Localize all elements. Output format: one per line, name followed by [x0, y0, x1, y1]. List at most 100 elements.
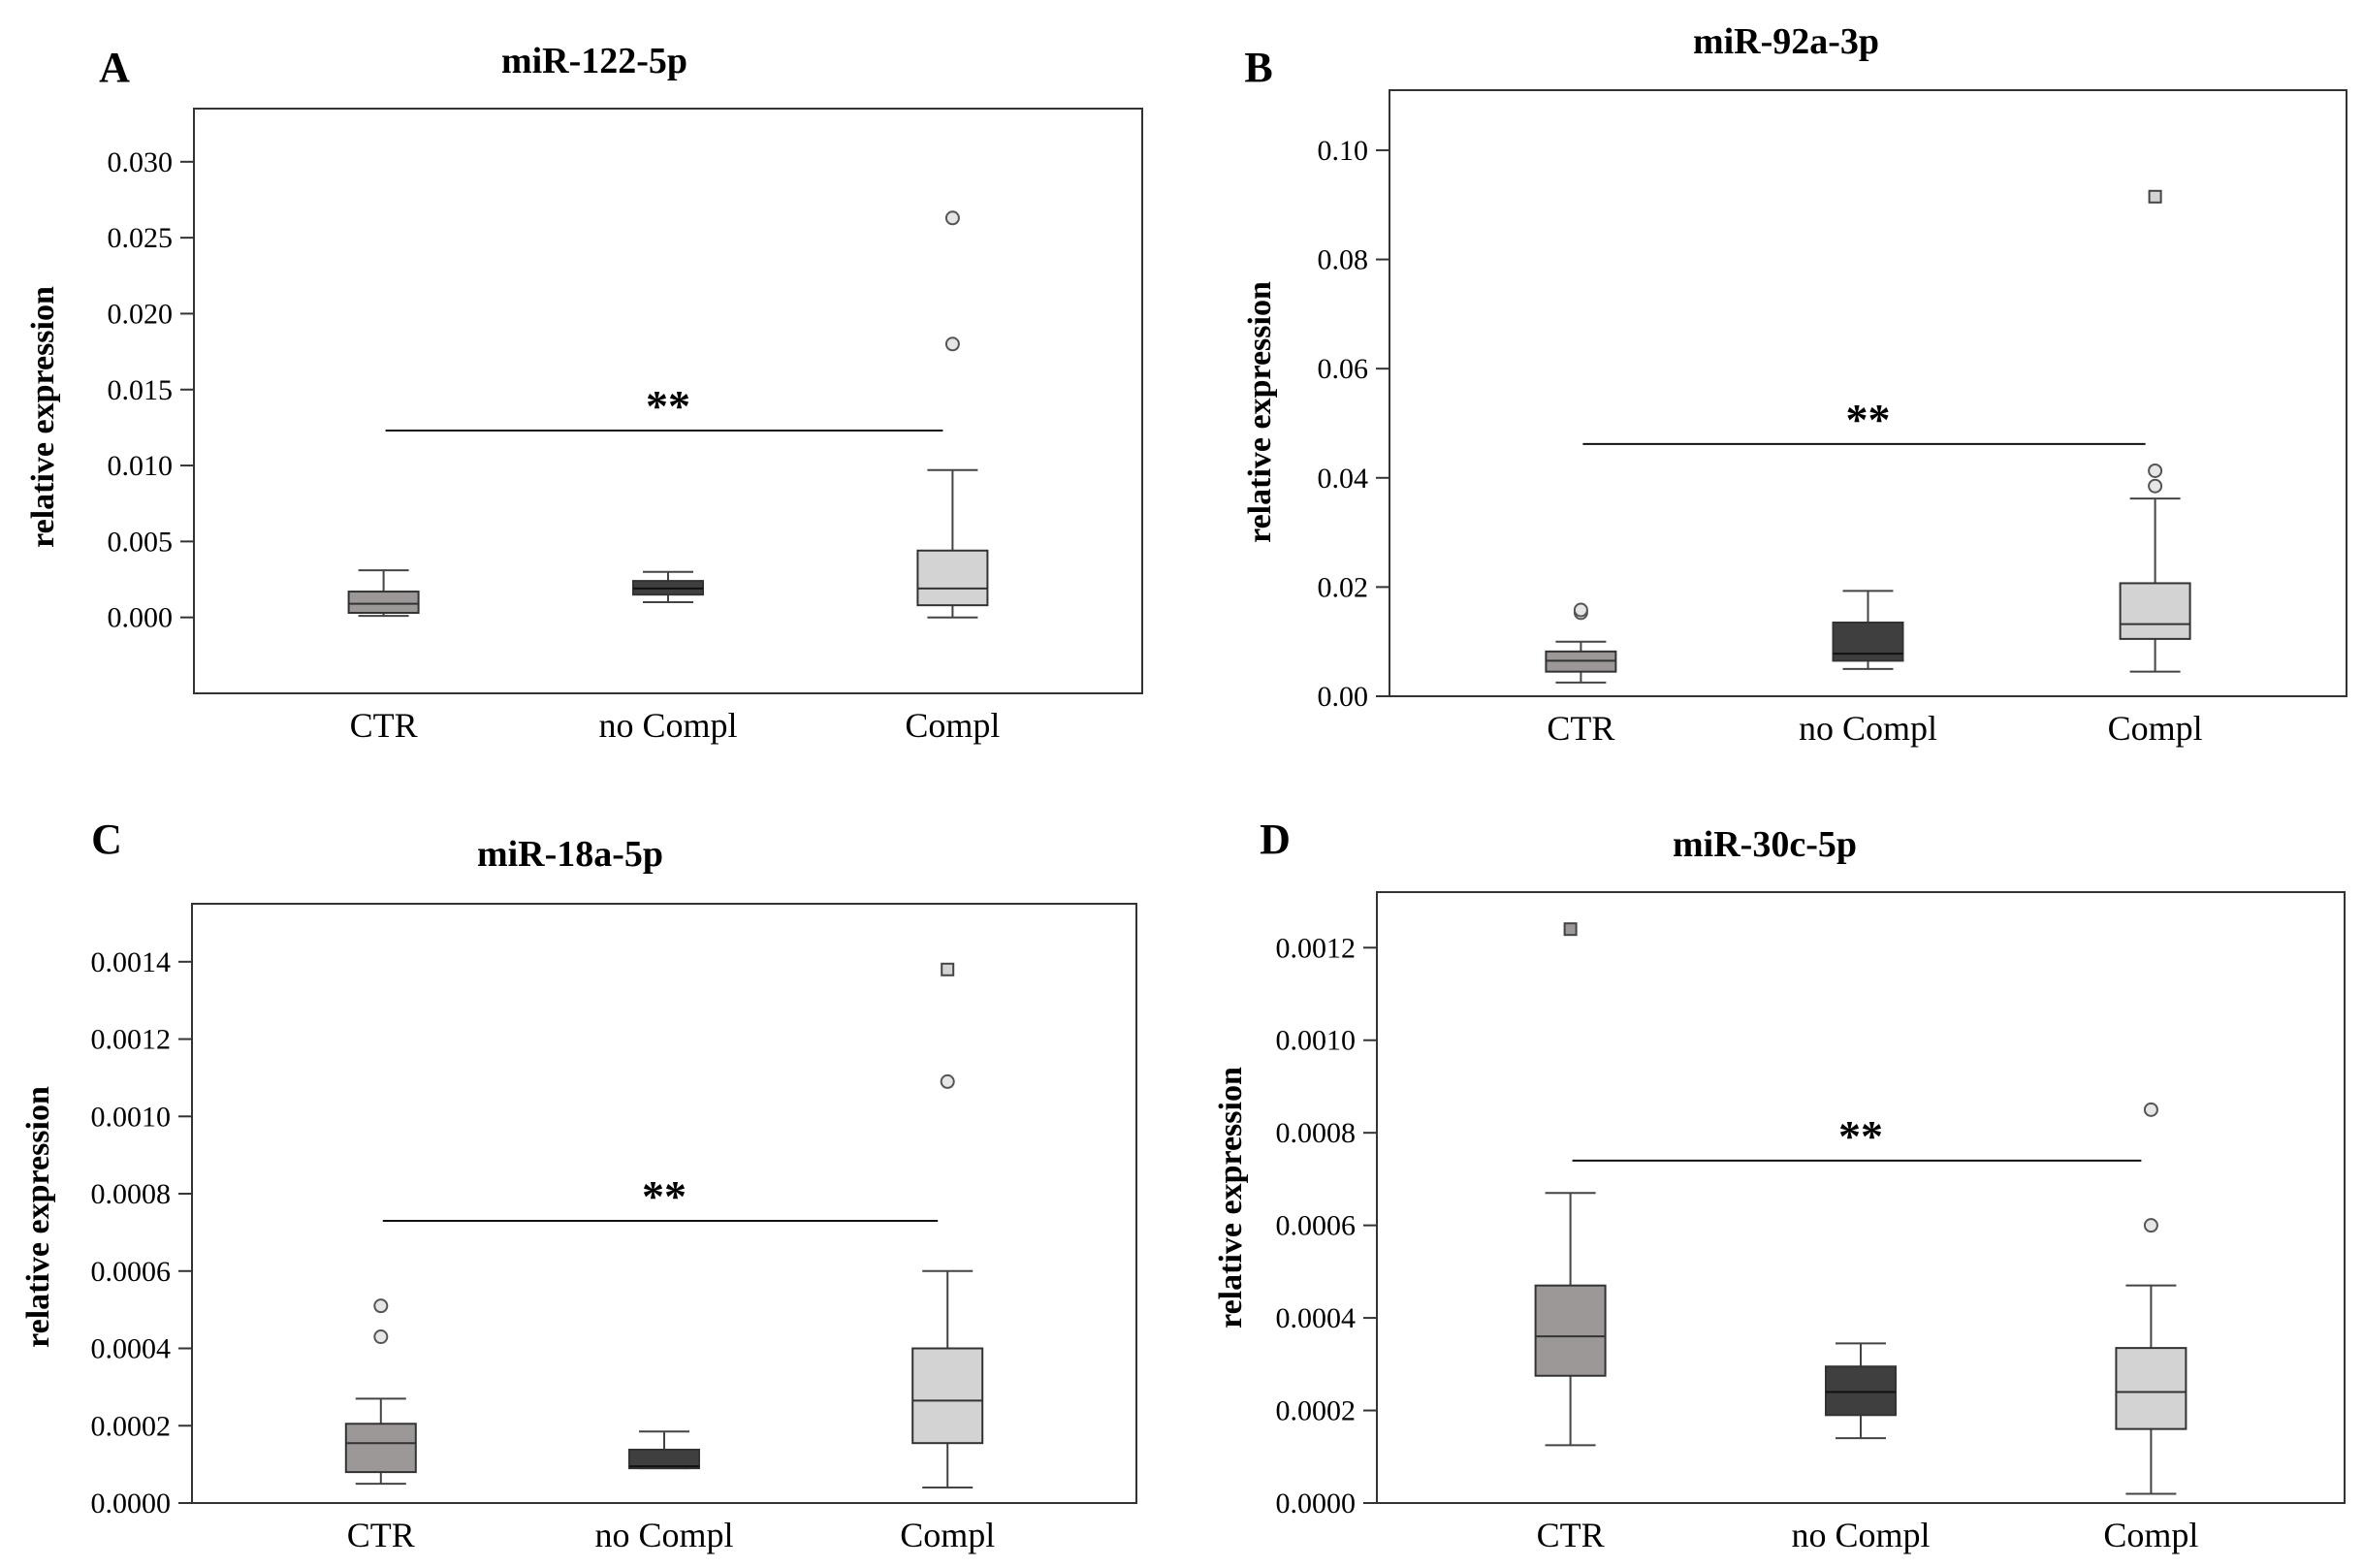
y-axis-label: relative expression — [20, 1086, 56, 1348]
box-iqr — [344, 1423, 417, 1474]
significance-label: ** — [646, 381, 690, 431]
panel-letter: D — [1260, 816, 1291, 863]
plot-frame — [1376, 891, 2346, 1504]
y-tick-label: 0.0008 — [1276, 1117, 1357, 1149]
plot-frame — [191, 903, 1137, 1504]
box-no-compl — [632, 570, 704, 604]
outlier-square — [1563, 922, 1578, 937]
x-category-label: CTR — [1547, 709, 1614, 748]
outlier-circle — [940, 1073, 955, 1089]
box-iqr — [911, 1347, 984, 1445]
box-iqr — [1832, 621, 1904, 662]
panel-letter: A — [99, 44, 130, 91]
y-tick-label: 0.0002 — [1276, 1395, 1357, 1427]
y-tick-label: 0.0000 — [1276, 1488, 1357, 1520]
outlier-circle — [373, 1329, 389, 1345]
box-ctr — [1545, 602, 1617, 684]
y-tick-label: 0.10 — [1318, 135, 1369, 167]
outlier-circle — [944, 336, 960, 352]
box-iqr — [2119, 582, 2191, 640]
y-axis-label: relative expression — [1242, 281, 1278, 543]
box-ctr — [1534, 922, 1607, 1447]
y-tick-label: 0.000 — [108, 602, 174, 634]
chart-title: miR-92a-3p — [1693, 21, 1879, 62]
box-no-compl — [1832, 590, 1904, 670]
box-iqr — [347, 591, 420, 614]
y-tick-label: 0.0006 — [1276, 1210, 1357, 1242]
panel-letter: B — [1244, 44, 1272, 91]
outlier-circle — [2148, 478, 2163, 494]
y-tick-label: 0.0010 — [1276, 1025, 1357, 1057]
y-tick-label: 0.0004 — [91, 1333, 172, 1365]
x-category-label: no Compl — [1791, 1516, 1930, 1554]
outlier-circle — [944, 210, 960, 226]
significance-label: ** — [1838, 1111, 1883, 1161]
box-compl — [2115, 1102, 2187, 1495]
x-category-label: no Compl — [598, 706, 737, 745]
outlier-circle — [2143, 1102, 2158, 1117]
x-category-label: no Compl — [1799, 709, 1937, 748]
x-category-label: CTR — [347, 1516, 415, 1554]
y-tick-label: 0.06 — [1318, 353, 1369, 385]
box-iqr — [2115, 1347, 2187, 1430]
y-tick-label: 0.0000 — [91, 1488, 172, 1520]
y-tick-label: 0.0014 — [91, 946, 172, 978]
box-iqr — [1825, 1365, 1897, 1417]
y-tick-label: 0.005 — [108, 526, 174, 558]
chart-title: miR-122-5p — [501, 41, 687, 81]
y-tick-label: 0.08 — [1318, 244, 1369, 276]
y-tick-label: 0.0012 — [1276, 932, 1357, 964]
outlier-square — [941, 962, 955, 976]
significance-label: ** — [642, 1171, 687, 1221]
y-tick-label: 0.00 — [1318, 681, 1369, 713]
box-compl — [916, 210, 989, 619]
chart-title: miR-18a-5p — [477, 834, 663, 875]
box-iqr — [916, 549, 989, 607]
y-tick-label: 0.010 — [108, 450, 174, 482]
x-category-label: Compl — [905, 706, 1000, 745]
x-category-label: no Compl — [594, 1516, 733, 1554]
y-tick-label: 0.0006 — [91, 1256, 172, 1288]
box-compl — [2119, 189, 2191, 673]
outlier-circle — [2148, 463, 2163, 478]
x-category-label: Compl — [2103, 1516, 2198, 1554]
box-ctr — [347, 569, 420, 618]
x-category-label: Compl — [2108, 709, 2203, 748]
y-tick-label: 0.0008 — [91, 1178, 172, 1210]
outlier-circle — [373, 1298, 389, 1314]
plot-frame — [193, 108, 1143, 694]
outlier-square — [2148, 189, 2162, 204]
x-category-label: CTR — [1537, 1516, 1605, 1554]
chart-title: miR-30c-5p — [1673, 824, 1857, 865]
box-no-compl — [628, 1430, 700, 1470]
y-tick-label: 0.04 — [1318, 463, 1369, 495]
y-tick-label: 0.02 — [1318, 571, 1369, 603]
box-compl — [911, 962, 984, 1489]
y-tick-label: 0.020 — [108, 298, 174, 330]
y-tick-label: 0.030 — [108, 146, 174, 178]
significance-label: ** — [1846, 395, 1891, 444]
outlier-circle — [2143, 1218, 2158, 1233]
outlier-circle — [1573, 602, 1588, 618]
y-tick-label: 0.0012 — [91, 1024, 172, 1056]
plot-frame — [1389, 89, 2347, 697]
y-tick-label: 0.015 — [108, 374, 174, 406]
panel-letter: C — [91, 816, 122, 863]
box-iqr — [628, 1448, 700, 1470]
x-category-label: CTR — [350, 706, 418, 745]
x-category-label: Compl — [900, 1516, 995, 1554]
box-no-compl — [1825, 1342, 1897, 1440]
box-iqr — [1534, 1284, 1607, 1377]
y-axis-label: relative expression — [25, 286, 61, 548]
y-tick-label: 0.0002 — [91, 1410, 172, 1442]
box-ctr — [344, 1298, 417, 1486]
y-tick-label: 0.0010 — [91, 1101, 172, 1133]
y-tick-label: 0.0004 — [1276, 1302, 1357, 1334]
y-axis-label: relative expression — [1213, 1067, 1249, 1328]
